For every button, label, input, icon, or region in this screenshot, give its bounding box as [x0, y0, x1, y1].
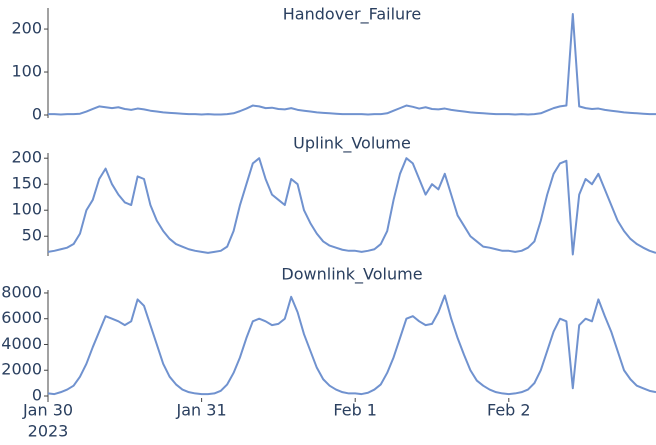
- y-tick-label: 50: [22, 226, 42, 245]
- subplot-title: Uplink_Volume: [293, 134, 411, 154]
- y-tick-label: 2000: [1, 360, 42, 379]
- subplot-title: Handover_Failure: [283, 5, 421, 25]
- subplot-title: Downlink_Volume: [281, 265, 422, 285]
- y-tick-label: 0: [32, 386, 42, 405]
- line-series: [47, 157, 656, 256]
- line-series: [47, 294, 656, 396]
- y-tick-label: 100: [11, 200, 42, 219]
- y-tick-label: 8000: [1, 282, 42, 301]
- y-tick-label: 200: [11, 19, 42, 38]
- x-tick-label: Feb 1: [333, 401, 377, 420]
- x-tick-label: Jan 31: [176, 401, 227, 420]
- x-tick-label: 2023: [28, 422, 69, 441]
- y-tick-label: 200: [11, 148, 42, 167]
- y-tick-label: 100: [11, 62, 42, 81]
- y-tick-label: 150: [11, 174, 42, 193]
- y-tick-label: 0: [32, 104, 42, 123]
- x-tick-label: Feb 2: [487, 401, 531, 420]
- line-series: [48, 13, 656, 116]
- y-tick-label: 6000: [1, 308, 42, 327]
- y-tick-label: 4000: [1, 334, 42, 353]
- x-tick-label: Jan 30: [22, 401, 73, 420]
